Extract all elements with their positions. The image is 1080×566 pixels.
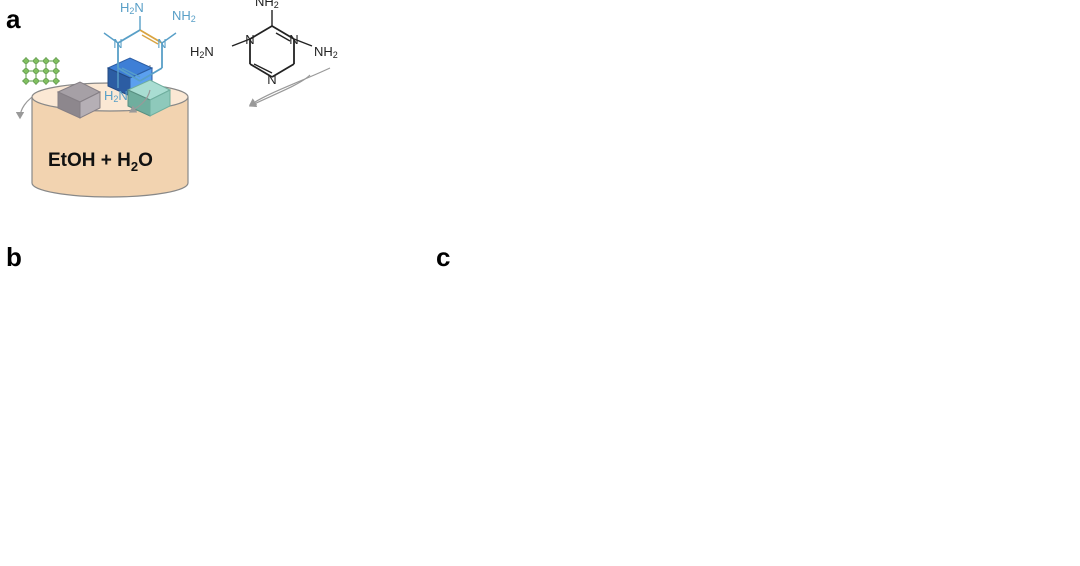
svg-text:NH2: NH2 <box>314 44 338 60</box>
svg-text:NH2: NH2 <box>172 8 196 24</box>
svg-text:N: N <box>157 36 166 51</box>
svg-text:H2N: H2N <box>190 44 214 60</box>
svg-text:N: N <box>267 72 276 87</box>
svg-text:NH2: NH2 <box>255 0 279 10</box>
svg-text:N: N <box>113 36 122 51</box>
svg-text:H2N: H2N <box>120 0 144 16</box>
